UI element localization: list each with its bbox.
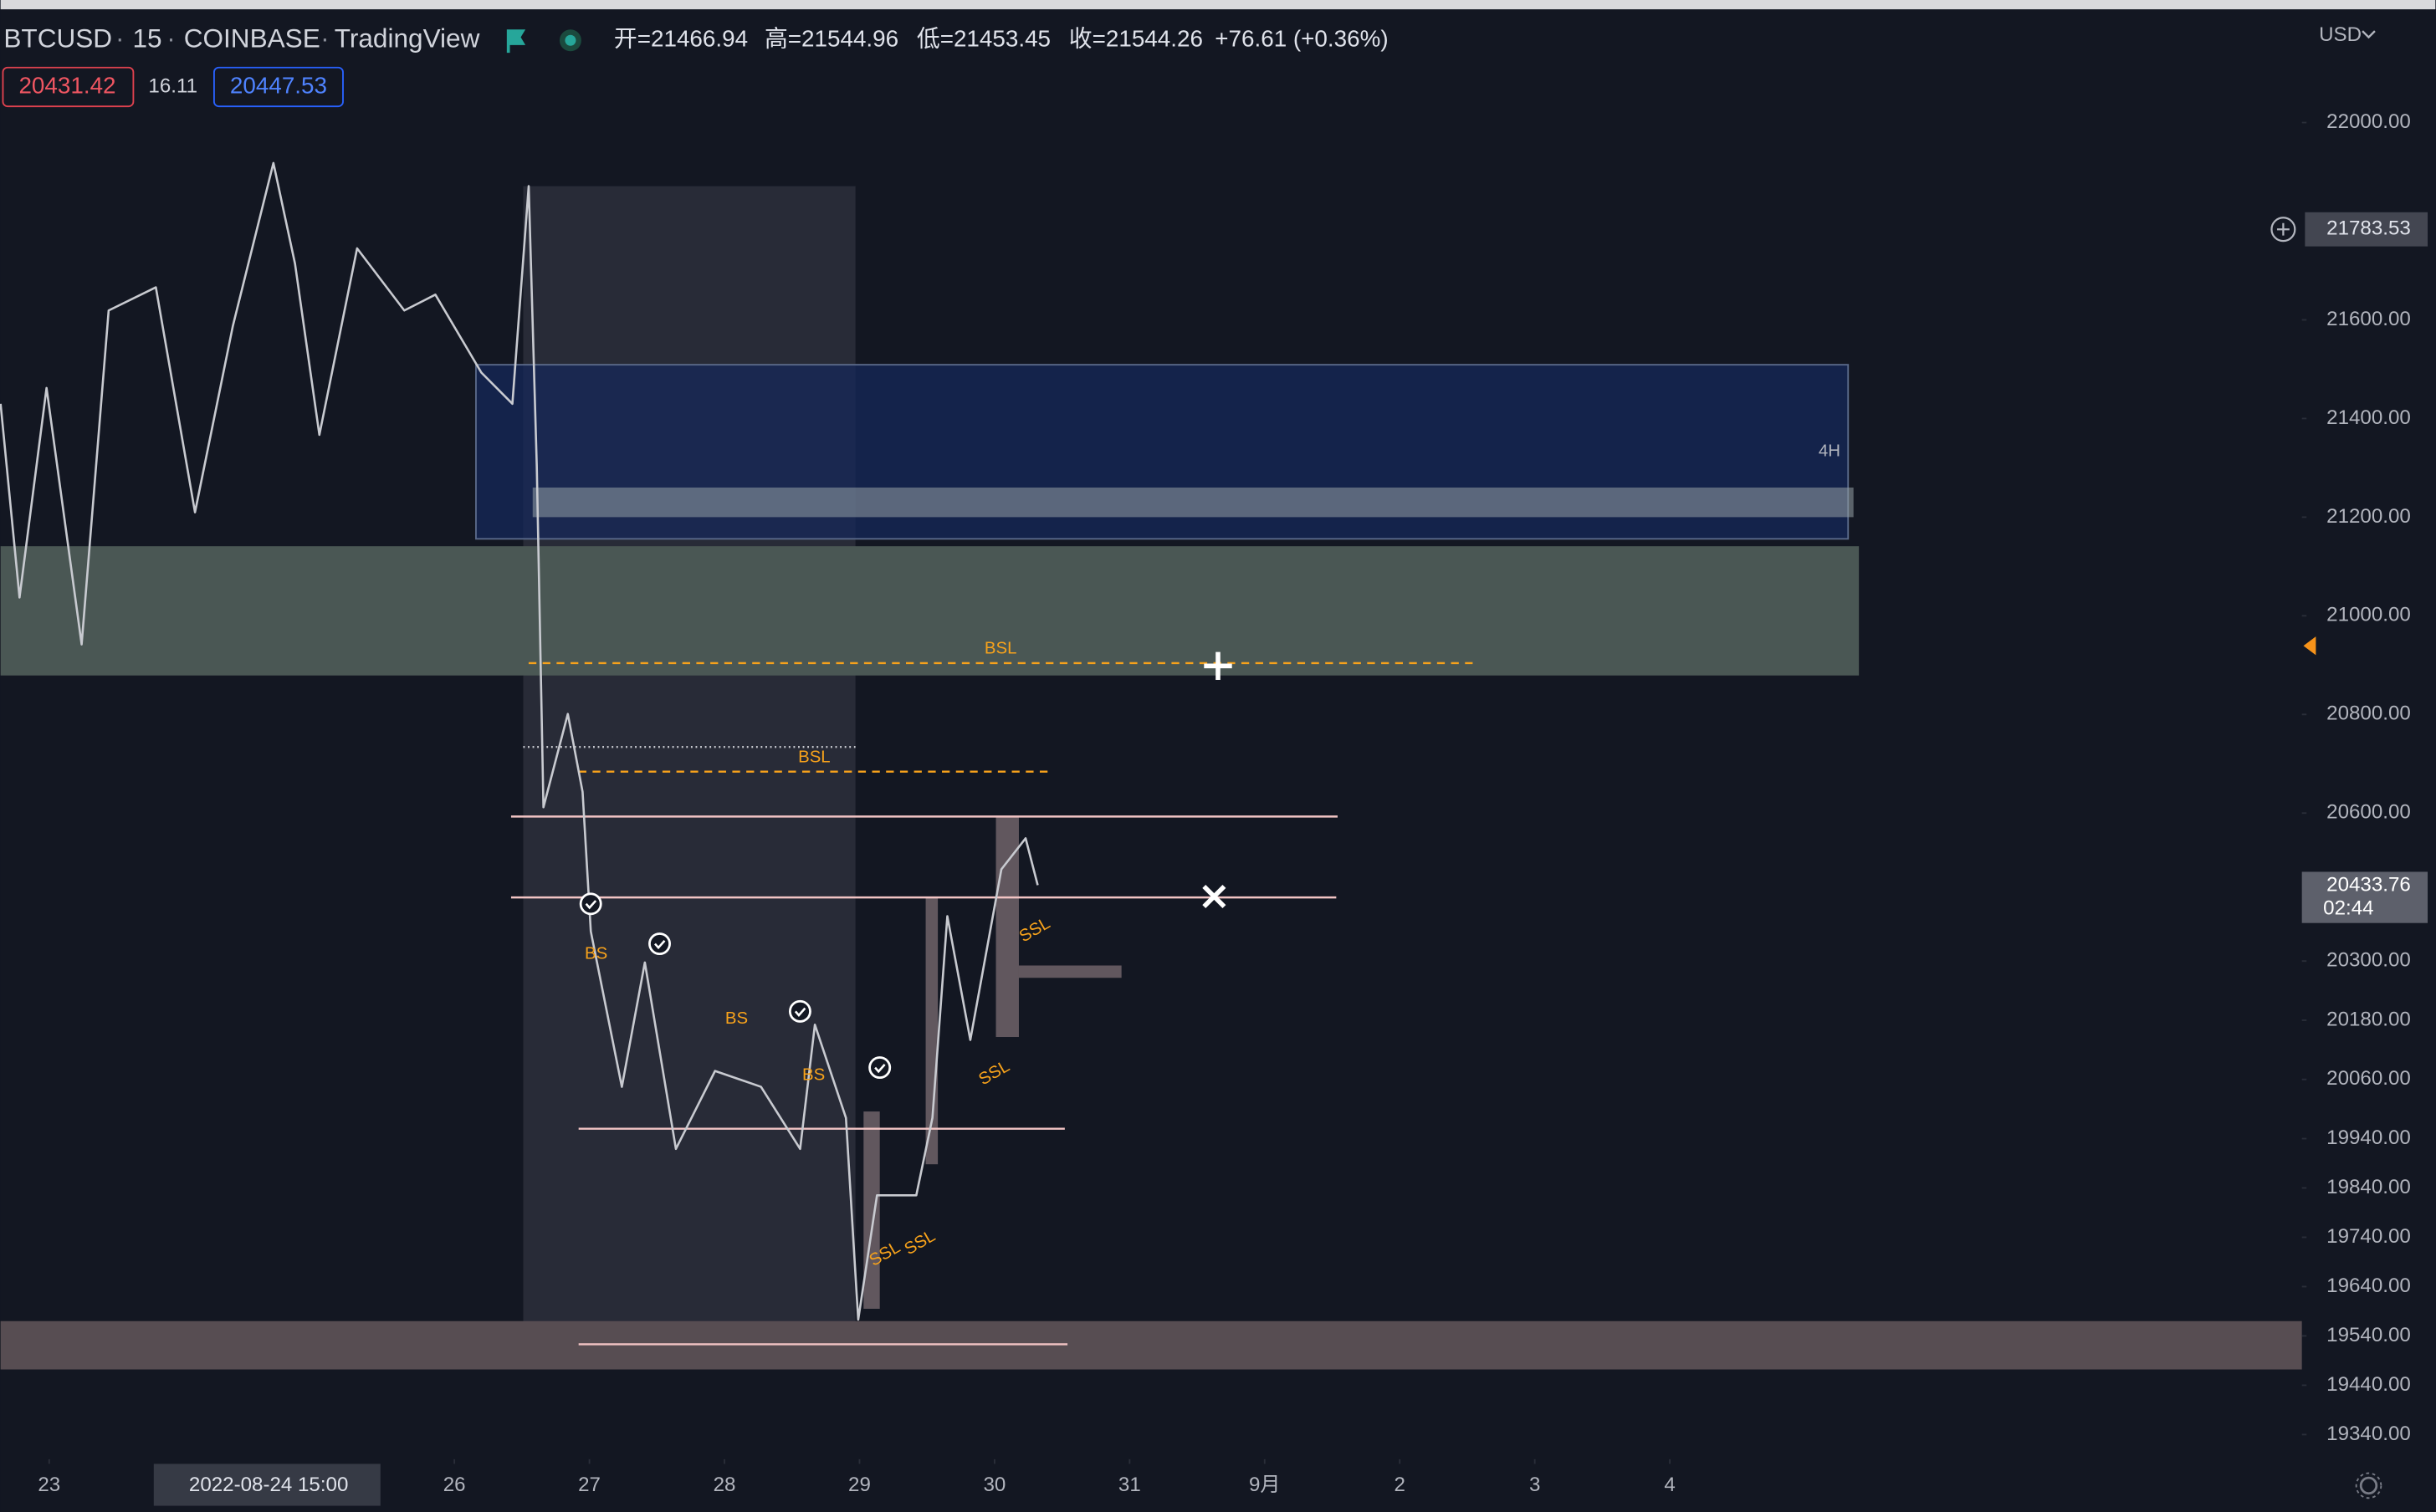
separator: · [166,23,176,54]
plot-area: 4HBSLBSLBSBSBSSSLSSLSSLSSL22000.0021600.… [0,110,2428,1506]
add-alert-icon[interactable] [2270,217,2296,243]
buy-price[interactable]: 20447.53 [230,72,327,98]
alert-arrow [2303,636,2316,656]
check-tick [653,939,666,950]
source: TradingView [335,23,480,54]
y-tick-label: 20060.00 [2326,1067,2411,1090]
marker-label: BS [585,944,607,963]
check-marker [648,932,671,956]
add-alert-plus [2276,222,2290,236]
price-line [0,161,1039,1321]
exchange: COINBASE [184,23,320,54]
last-price-label: 20433.76 [2326,874,2411,896]
zone [0,546,1860,676]
x-tick-label: 30 [983,1474,1006,1496]
currency-caret [2362,30,2376,39]
y-tick-label: 19340.00 [2326,1423,2411,1445]
zone-label: 4H [1819,442,1840,461]
y-tick-label: 21000.00 [2326,604,2411,626]
crosshair-y-label: 21783.53 [2326,217,2411,240]
x-tick-label: 29 [848,1474,871,1496]
level-label: BSL [798,748,831,766]
separator: · [320,23,330,54]
buy-box[interactable] [212,66,344,108]
high: 高=21544.96 [765,26,898,52]
y-tick-label: 19940.00 [2326,1126,2411,1149]
y-tick-label: 22000.00 [2326,110,2411,133]
countdown-label: 02:44 [2323,896,2373,919]
zone [532,487,1854,518]
status-dot [565,34,576,46]
check-tick [585,900,597,910]
settings-icon[interactable] [2355,1472,2382,1499]
cross-marker [1204,651,1232,681]
marker-label: BS [725,1009,748,1028]
sell-price[interactable]: 20431.42 [18,72,115,98]
zone [1018,965,1122,978]
y-tick-label: 20180.00 [2326,1008,2411,1030]
y-tick-label: 19540.00 [2326,1324,2411,1346]
y-tick-label: 20300.00 [2326,949,2411,972]
window-edge [0,0,2436,10]
y-tick-label: 21200.00 [2326,505,2411,528]
x-tick-label: 31 [1118,1474,1141,1496]
zone [0,1320,2302,1370]
y-tick-label: 20600.00 [2326,801,2411,824]
marker-label: BS [802,1065,825,1084]
x-marker [1202,884,1226,909]
check-marker [868,1056,892,1080]
symbol[interactable]: BTCUSD [3,23,112,54]
check-tick [794,1007,806,1017]
x-tick-label: 9月 [1249,1474,1281,1496]
level-label: BSL [985,640,1017,658]
sell-box[interactable] [2,66,135,108]
close: 收=21544.26 [1069,26,1203,52]
x-tick-label: 4 [1664,1474,1675,1496]
currency[interactable]: USD [2319,23,2362,46]
interval[interactable]: 15 [132,23,161,54]
check-tick [874,1064,886,1074]
y-tick-label: 21600.00 [2326,308,2411,330]
spread: 16.11 [148,74,197,97]
x-tick-label: 23 [38,1474,60,1496]
y-tick-label: 19740.00 [2326,1225,2411,1248]
x-tick-label: 26 [443,1474,466,1496]
change: +76.61 (+0.36%) [1215,26,1388,52]
crosshair-x-box [153,1463,381,1506]
x-tick-label: 28 [714,1474,736,1496]
crosshair-x-label: 2022-08-24 15:00 [189,1474,348,1496]
x-tick-label: 2 [1395,1474,1405,1496]
check-marker [788,999,811,1023]
check-marker [579,892,602,916]
crosshair-y-box [2305,212,2428,247]
x-tick-label: 3 [1529,1474,1540,1496]
y-tick-label: 19440.00 [2326,1373,2411,1396]
low: 低=21453.45 [917,26,1051,52]
open: 开=21466.94 [614,26,748,52]
x-tick-label: 27 [578,1474,601,1496]
y-tick-label: 19640.00 [2326,1274,2411,1297]
separator: · [115,23,125,54]
y-tick-label: 20800.00 [2326,702,2411,725]
zone [863,1111,880,1310]
flag-icon[interactable] [506,29,526,54]
y-tick-label: 21400.00 [2326,406,2411,429]
y-tick-label: 19840.00 [2326,1176,2411,1198]
legend-bar: BTCUSD · 15 · COINBASE · TradingView 开=2… [2,23,2376,108]
last-price-box [2301,871,2428,923]
